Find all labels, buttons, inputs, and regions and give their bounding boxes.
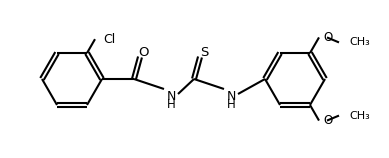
- Text: O: O: [139, 46, 149, 60]
- Text: Cl: Cl: [103, 33, 115, 46]
- Text: H: H: [227, 98, 235, 112]
- Text: S: S: [200, 46, 208, 60]
- Text: O: O: [323, 114, 332, 127]
- Text: N: N: [226, 91, 236, 103]
- Text: CH₃: CH₃: [349, 37, 370, 47]
- Text: H: H: [166, 98, 175, 112]
- Text: CH₃: CH₃: [349, 111, 370, 121]
- Text: O: O: [323, 31, 332, 44]
- Text: N: N: [166, 91, 176, 103]
